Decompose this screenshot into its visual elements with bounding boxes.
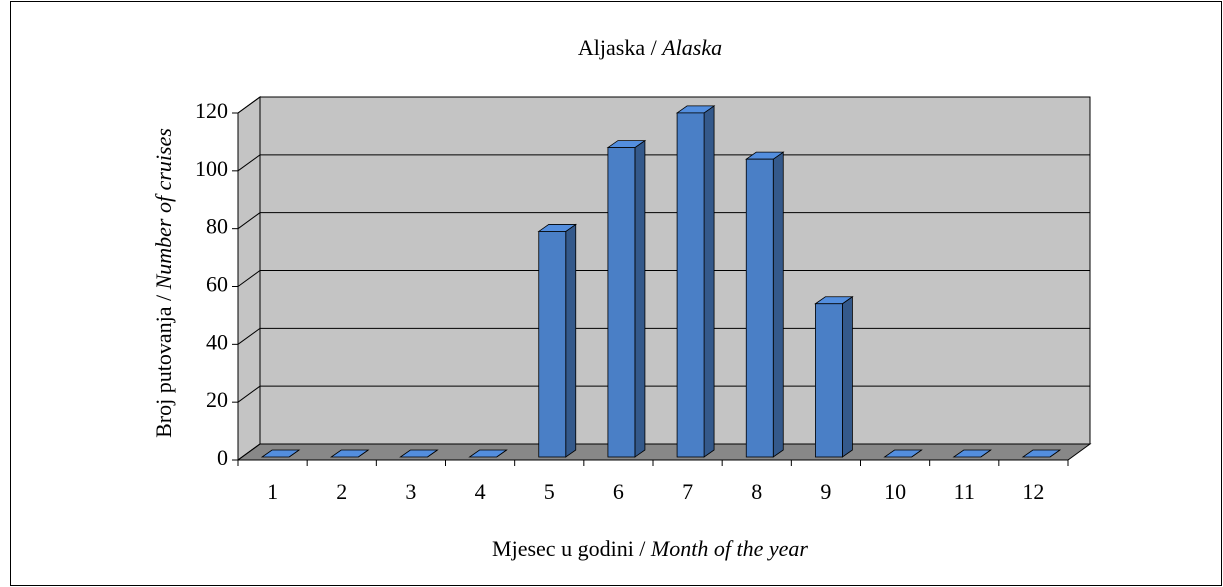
- bar-top: [1021, 449, 1062, 458]
- chart-title: Aljaska / Alaska: [578, 35, 722, 60]
- x-tick-label: 7: [682, 479, 693, 504]
- y-tick-label: 40: [206, 329, 228, 354]
- bar: [606, 139, 647, 458]
- grid-line: [237, 270, 1090, 287]
- bar-front: [815, 303, 843, 458]
- y-tick-label: 60: [206, 272, 228, 297]
- bar-front: [607, 147, 636, 458]
- bar: [883, 449, 923, 458]
- x-tick-label: 6: [613, 479, 624, 504]
- x-tick-label: 3: [405, 479, 416, 504]
- y-tick-label: 0: [217, 445, 228, 470]
- grid-line: [237, 443, 1090, 461]
- bar: [675, 105, 716, 458]
- x-tick-label: 10: [884, 479, 906, 504]
- y-axis-label: Broj putovanja / Number of cruises: [151, 128, 176, 438]
- y-label-text: Broj putovanja /: [151, 289, 176, 437]
- grid-line: [237, 154, 1090, 172]
- bar-top: [952, 449, 993, 458]
- y-tick-label: 20: [206, 387, 228, 412]
- title-translation: Alaska: [660, 35, 722, 60]
- bar: [260, 449, 301, 458]
- bar-top: [468, 449, 508, 458]
- bar-top: [329, 449, 370, 458]
- grid-line: [237, 96, 1090, 114]
- bar: [537, 223, 578, 458]
- bar: [399, 449, 439, 458]
- x-tick-label: 8: [751, 479, 762, 504]
- x-axis-label: Mjesec u godini / Month of the year: [492, 536, 808, 561]
- plot-walls: [236, 96, 1092, 461]
- bar-side: [842, 295, 853, 458]
- x-tick-label: 9: [820, 479, 831, 504]
- x-tick-label: 4: [475, 479, 486, 504]
- x-label-translation: Month of the year: [650, 536, 808, 561]
- bar-top: [883, 449, 923, 458]
- grid-line: [237, 327, 1090, 345]
- bar: [329, 449, 370, 458]
- y-tick-label: 100: [195, 156, 228, 181]
- grid-line: [237, 385, 1090, 403]
- bar-side: [703, 105, 715, 458]
- bar: [468, 449, 508, 458]
- y-label-translation: Number of cruises: [151, 128, 176, 290]
- bar-front: [676, 112, 705, 458]
- x-tick-label: 5: [544, 479, 555, 504]
- bar: [1021, 449, 1062, 458]
- bar-side: [634, 139, 646, 458]
- x-tick-label: 12: [1022, 479, 1044, 504]
- bar-top: [260, 449, 301, 458]
- x-tick-label: 2: [336, 479, 347, 504]
- grid-line: [237, 212, 1090, 230]
- bar: [952, 449, 993, 458]
- bar-top: [399, 449, 439, 458]
- bar-front: [538, 231, 567, 458]
- x-tick-label: 11: [954, 479, 975, 504]
- y-tick-label: 80: [206, 214, 228, 239]
- bar-side: [565, 223, 577, 458]
- title-text: Aljaska /: [578, 35, 662, 60]
- bar: [814, 295, 854, 458]
- x-label-text: Mjesec u godini /: [492, 536, 651, 561]
- x-tick-label: 1: [267, 479, 278, 504]
- bar-front: [745, 158, 774, 458]
- bar-side: [772, 151, 784, 458]
- bar: [744, 151, 785, 458]
- y-tick-label: 120: [195, 98, 228, 123]
